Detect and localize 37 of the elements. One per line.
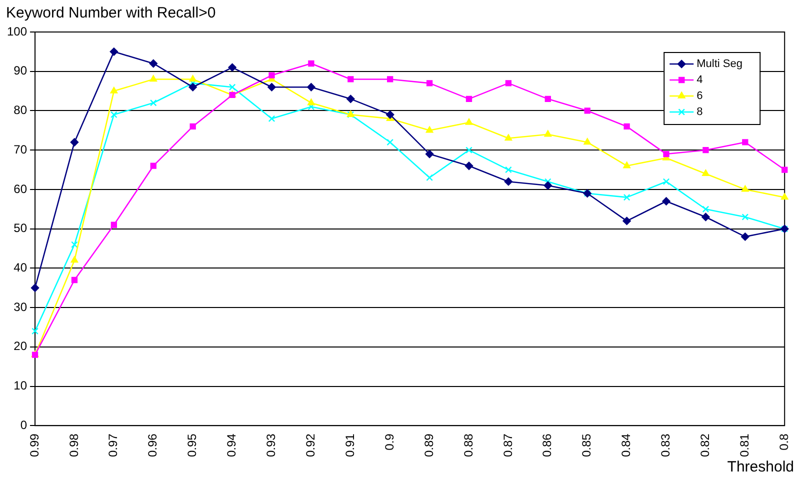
- y-tick-label: 90: [14, 64, 28, 78]
- y-tick-label: 70: [14, 142, 28, 156]
- x-tick-label: 0.95: [185, 433, 200, 458]
- x-tick-label: 0.94: [224, 433, 239, 458]
- x-tick-label: 0.96: [146, 433, 160, 458]
- x-tick-label: 0.85: [580, 433, 594, 458]
- y-tick-label: 100: [6, 24, 28, 38]
- x-axis-title: Threshold: [727, 458, 794, 476]
- x-tick-label: 0.93: [264, 433, 278, 458]
- y-tick-label: 50: [14, 221, 28, 236]
- x-tick-label: 0.8: [776, 433, 791, 450]
- legend-label: 6: [696, 90, 703, 102]
- legend-label: Multi Seg: [696, 58, 742, 70]
- x-tick-label: 0.98: [66, 433, 81, 458]
- x-tick-label: 0.82: [698, 433, 712, 458]
- y-tick-label: 40: [14, 260, 28, 274]
- x-tick-label: 0.81: [737, 433, 752, 458]
- x-tick-label: 0.89: [422, 433, 436, 458]
- x-tick-label: 0.88: [461, 433, 476, 458]
- y-tick-label: 10: [14, 378, 28, 393]
- x-tick-label: 0.91: [342, 433, 357, 458]
- x-tick-label: 0.87: [500, 433, 515, 458]
- y-tick-label: 0: [20, 418, 28, 432]
- x-tick-label: 0.92: [303, 433, 318, 458]
- x-tick-label: 0.84: [619, 433, 634, 458]
- x-tick-label: 0.9: [382, 433, 396, 450]
- y-tick-label: 20: [14, 339, 28, 354]
- y-tick-label: 60: [14, 182, 28, 196]
- legend-label: 4: [696, 74, 703, 86]
- x-tick-label: 0.83: [658, 433, 673, 458]
- y-tick-label: 30: [14, 300, 28, 314]
- y-tick-label: 80: [14, 103, 28, 118]
- x-tick-label: 0.97: [106, 433, 120, 458]
- x-tick-label: 0.99: [27, 433, 42, 458]
- x-tick-label: 0.86: [540, 433, 554, 458]
- legend-label: 8: [696, 106, 703, 118]
- y-axis-title: Keyword Number with Recall>0: [6, 4, 216, 22]
